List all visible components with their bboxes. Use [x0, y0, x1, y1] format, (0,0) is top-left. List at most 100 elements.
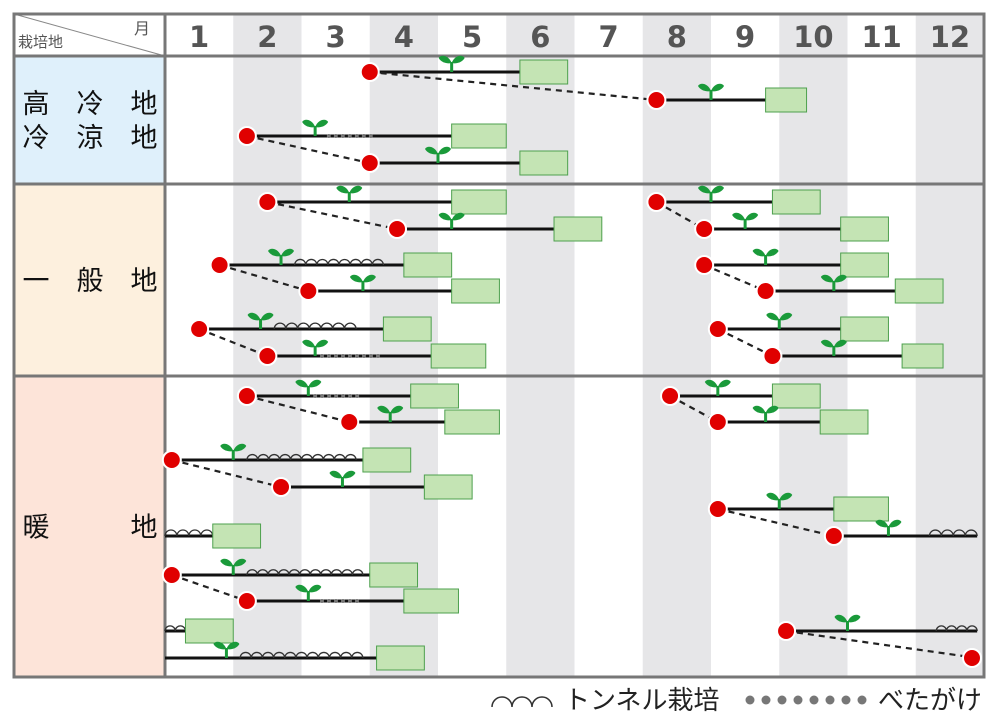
link-dashed-line	[369, 70, 657, 102]
sowing-dot	[755, 281, 776, 301]
planting-sprout	[875, 519, 902, 536]
planting-sprout	[268, 248, 295, 265]
sprout-leaf	[302, 119, 316, 128]
planting-sprout	[220, 558, 247, 575]
sprout-leaf	[698, 185, 711, 194]
tunnel-arcs	[935, 625, 978, 632]
region-panel	[14, 184, 165, 376]
vet-dot	[319, 354, 324, 358]
harvest-box	[403, 252, 453, 278]
planting-sprout	[295, 584, 322, 601]
month-stripe	[233, 14, 302, 677]
planting-sprout	[377, 405, 404, 422]
link-dashed-line	[246, 134, 370, 165]
vet-dot	[326, 599, 331, 603]
harvest-box	[901, 343, 944, 369]
harvest-box	[451, 278, 500, 304]
region-panel	[14, 56, 165, 184]
sprout-leaf	[438, 146, 451, 155]
sprout-leaf	[888, 519, 902, 528]
sowing-dot	[694, 219, 715, 239]
link-dashed-line	[171, 458, 282, 489]
tunnel-arcs	[164, 529, 214, 537]
harvest-box	[771, 383, 821, 409]
sprout-leaf	[295, 584, 309, 593]
vet-dot	[348, 394, 353, 398]
sprout-leaf	[438, 55, 452, 64]
sowing-dot	[236, 126, 257, 146]
vet-dot	[327, 394, 332, 398]
sowing-dot	[776, 621, 797, 641]
planting-sprout	[820, 274, 847, 291]
tunnel-arcs	[246, 569, 364, 576]
vet-dot	[340, 354, 345, 358]
sprout-leaf	[711, 83, 724, 92]
vet-dot	[354, 599, 359, 603]
vet-dot	[340, 599, 345, 603]
sprout-leaf	[820, 339, 834, 348]
tunnel-arcs	[164, 625, 187, 632]
sprout-leaf	[349, 185, 363, 194]
planting-sprout	[302, 119, 329, 136]
month-stripe	[642, 14, 711, 677]
vet-dot	[361, 354, 366, 358]
sowing-dot	[257, 192, 278, 212]
region-label: 高 冷 地	[23, 89, 158, 120]
vet-dot	[347, 134, 352, 138]
vet-dot	[368, 354, 373, 358]
legend: トンネル栽培 べたがけ	[490, 680, 990, 716]
sprout-leaf	[766, 312, 780, 321]
vet-dot	[320, 394, 325, 398]
planting-sprout	[732, 212, 759, 229]
sowing-dot	[209, 255, 230, 275]
sprout-leaf	[247, 312, 261, 321]
vet-dots-icon	[745, 695, 867, 705]
sprout-leaf	[765, 405, 779, 414]
month-tick-label: 6	[530, 20, 550, 54]
sprout-leaf	[834, 614, 848, 623]
sprout-leaf	[732, 212, 746, 221]
tunnel-arcs	[294, 258, 385, 266]
vet-dot	[333, 134, 338, 138]
harvest-box	[362, 447, 412, 473]
sprout-leaf	[308, 379, 322, 388]
sowing-dot	[339, 412, 360, 432]
planting-sprout	[213, 641, 240, 658]
sowing-dot	[236, 591, 257, 611]
planting-sprout	[766, 492, 793, 509]
harvest-box	[369, 562, 419, 588]
sowing-dot	[707, 499, 728, 519]
planting-sprout	[220, 443, 247, 460]
month-tick-label: 5	[462, 20, 482, 54]
planting-sprout	[820, 339, 847, 356]
sprout-leaf	[349, 274, 363, 283]
sowing-dot	[694, 255, 715, 275]
sprout-leaf	[260, 312, 274, 321]
harvest-box	[444, 409, 500, 435]
month-tick-label: 7	[599, 20, 619, 54]
planting-sprout	[698, 83, 724, 100]
planting-sprout	[766, 312, 793, 329]
tunnel-arcs	[273, 322, 357, 330]
sowing-dot	[257, 346, 278, 366]
sprout-leaf	[847, 614, 861, 623]
month-tick-label: 3	[326, 20, 346, 54]
vet-dot	[334, 394, 339, 398]
harvest-box	[423, 474, 473, 500]
harvest-box	[519, 59, 569, 85]
vet-dot	[354, 354, 359, 358]
tunnel-arcs	[928, 529, 978, 537]
sprout-leaf	[765, 248, 779, 257]
sprout-leaf	[451, 55, 465, 64]
region-label: 冷 涼 地	[23, 123, 158, 154]
sprout-leaf	[875, 519, 889, 528]
harvest-box	[840, 252, 889, 278]
sprout-leaf	[220, 558, 234, 567]
month-tick-label: 4	[394, 20, 414, 54]
harvest-box	[840, 216, 889, 242]
legend-vet-label: べたがけ	[878, 686, 983, 716]
sowing-dot	[298, 281, 319, 301]
tunnel-arcs	[239, 651, 364, 659]
vet-dot	[347, 354, 352, 358]
vet-dot	[354, 134, 359, 138]
